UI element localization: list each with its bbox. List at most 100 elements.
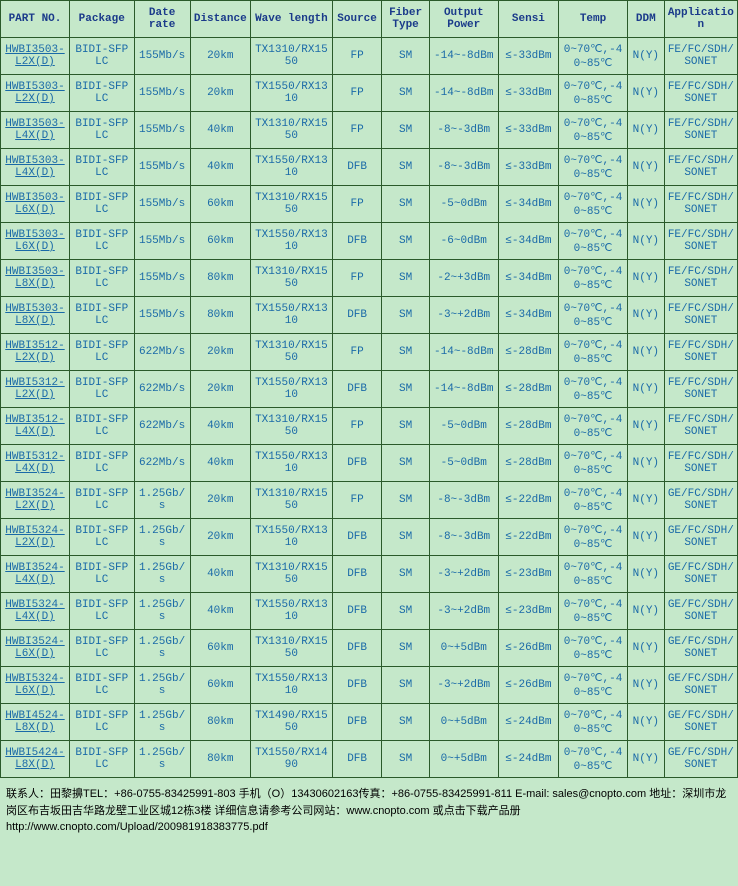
cell-sensi: ≤-28dBm [498, 408, 558, 445]
part-link[interactable]: HWBI4524-L8X(D) [5, 710, 64, 734]
part-link[interactable]: HWBI3503-L2X(D) [5, 44, 64, 68]
cell-ddm: N(Y) [628, 371, 665, 408]
table-row: HWBI5312-L2X(D)BIDI-SFP LC622Mb/s20kmTX1… [1, 371, 738, 408]
cell-ddm: N(Y) [628, 556, 665, 593]
cell-dist: 80km [190, 704, 250, 741]
cell-power: 0~+5dBm [429, 630, 498, 667]
col-header-pkg: Package [69, 1, 134, 38]
cell-fiber: SM [382, 38, 429, 75]
col-header-dist: Distance [190, 1, 250, 38]
cell-ddm: N(Y) [628, 445, 665, 482]
cell-fiber: SM [382, 519, 429, 556]
cell-sensi: ≤-24dBm [498, 704, 558, 741]
cell-src: DFB [332, 593, 382, 630]
cell-ddm: N(Y) [628, 630, 665, 667]
cell-ddm: N(Y) [628, 408, 665, 445]
cell-ddm: N(Y) [628, 482, 665, 519]
cell-dist: 20km [190, 482, 250, 519]
cell-src: DFB [332, 297, 382, 334]
cell-power: -6~0dBm [429, 223, 498, 260]
part-link[interactable]: HWBI3512-L4X(D) [5, 414, 64, 438]
part-link[interactable]: HWBI3503-L8X(D) [5, 266, 64, 290]
cell-dist: 60km [190, 223, 250, 260]
cell-dist: 40km [190, 408, 250, 445]
cell-temp: 0~70℃,-40~85℃ [559, 630, 628, 667]
cell-dist: 20km [190, 38, 250, 75]
cell-app: FE/FC/SDH/SONET [664, 334, 737, 371]
cell-wave: TX1310/RX1550 [250, 260, 332, 297]
cell-pkg: BIDI-SFP LC [69, 667, 134, 704]
cell-sensi: ≤-34dBm [498, 186, 558, 223]
col-header-src: Source [332, 1, 382, 38]
cell-app: FE/FC/SDH/SONET [664, 260, 737, 297]
cell-src: DFB [332, 223, 382, 260]
table-header: PART NO.PackageDate rateDistanceWave len… [1, 1, 738, 38]
cell-dist: 40km [190, 593, 250, 630]
cell-src: DFB [332, 445, 382, 482]
cell-part: HWBI3512-L2X(D) [1, 334, 70, 371]
part-link[interactable]: HWBI5324-L4X(D) [5, 599, 64, 623]
part-link[interactable]: HWBI5324-L6X(D) [5, 673, 64, 697]
cell-sensi: ≤-22dBm [498, 482, 558, 519]
cell-fiber: SM [382, 260, 429, 297]
part-link[interactable]: HWBI5312-L4X(D) [5, 451, 64, 475]
cell-fiber: SM [382, 704, 429, 741]
cell-app: FE/FC/SDH/SONET [664, 112, 737, 149]
cell-fiber: SM [382, 297, 429, 334]
cell-temp: 0~70℃,-40~85℃ [559, 519, 628, 556]
cell-dist: 40km [190, 112, 250, 149]
cell-ddm: N(Y) [628, 38, 665, 75]
part-link[interactable]: HWBI3524-L6X(D) [5, 636, 64, 660]
cell-dist: 20km [190, 519, 250, 556]
cell-temp: 0~70℃,-40~85℃ [559, 667, 628, 704]
part-link[interactable]: HWBI3503-L6X(D) [5, 192, 64, 216]
table-row: HWBI5424-L8X(D)BIDI-SFP LC1.25Gb/s80kmTX… [1, 741, 738, 778]
cell-dist: 60km [190, 630, 250, 667]
part-link[interactable]: HWBI3524-L2X(D) [5, 488, 64, 512]
cell-dist: 20km [190, 334, 250, 371]
cell-fiber: SM [382, 371, 429, 408]
part-link[interactable]: HWBI5303-L2X(D) [5, 81, 64, 105]
col-header-wave: Wave length [250, 1, 332, 38]
cell-fiber: SM [382, 556, 429, 593]
cell-ddm: N(Y) [628, 223, 665, 260]
cell-app: FE/FC/SDH/SONET [664, 223, 737, 260]
cell-part: HWBI5324-L6X(D) [1, 667, 70, 704]
cell-pkg: BIDI-SFP LC [69, 445, 134, 482]
part-link[interactable]: HWBI3512-L2X(D) [5, 340, 64, 364]
part-link[interactable]: HWBI5324-L2X(D) [5, 525, 64, 549]
cell-pkg: BIDI-SFP LC [69, 371, 134, 408]
table-row: HWBI3503-L8X(D)BIDI-SFP LC155Mb/s80kmTX1… [1, 260, 738, 297]
table-body: HWBI3503-L2X(D)BIDI-SFP LC155Mb/s20kmTX1… [1, 38, 738, 778]
table-row: HWBI5312-L4X(D)BIDI-SFP LC622Mb/s40kmTX1… [1, 445, 738, 482]
cell-wave: TX1310/RX1550 [250, 630, 332, 667]
cell-part: HWBI3524-L6X(D) [1, 630, 70, 667]
cell-temp: 0~70℃,-40~85℃ [559, 482, 628, 519]
cell-dist: 20km [190, 75, 250, 112]
cell-temp: 0~70℃,-40~85℃ [559, 704, 628, 741]
table-row: HWBI5324-L6X(D)BIDI-SFP LC1.25Gb/s60kmTX… [1, 667, 738, 704]
part-link[interactable]: HWBI3503-L4X(D) [5, 118, 64, 142]
cell-rate: 1.25Gb/s [134, 630, 190, 667]
footer-contact: 联系人：田黎擤TEL：+86-0755-83425991-803 手机（O）13… [6, 786, 732, 819]
cell-temp: 0~70℃,-40~85℃ [559, 75, 628, 112]
cell-app: GE/FC/SDH/SONET [664, 482, 737, 519]
cell-fiber: SM [382, 112, 429, 149]
part-link[interactable]: HWBI5303-L4X(D) [5, 155, 64, 179]
cell-power: -5~0dBm [429, 445, 498, 482]
cell-ddm: N(Y) [628, 149, 665, 186]
cell-fiber: SM [382, 186, 429, 223]
part-link[interactable]: HWBI5303-L8X(D) [5, 303, 64, 327]
cell-temp: 0~70℃,-40~85℃ [559, 371, 628, 408]
cell-dist: 40km [190, 556, 250, 593]
part-link[interactable]: HWBI5303-L6X(D) [5, 229, 64, 253]
cell-temp: 0~70℃,-40~85℃ [559, 297, 628, 334]
part-link[interactable]: HWBI3524-L4X(D) [5, 562, 64, 586]
cell-part: HWBI3503-L8X(D) [1, 260, 70, 297]
col-header-fiber: Fiber Type [382, 1, 429, 38]
part-link[interactable]: HWBI5424-L8X(D) [5, 747, 64, 771]
cell-wave: TX1550/RX1490 [250, 741, 332, 778]
part-link[interactable]: HWBI5312-L2X(D) [5, 377, 64, 401]
cell-sensi: ≤-26dBm [498, 667, 558, 704]
cell-part: HWBI5324-L2X(D) [1, 519, 70, 556]
